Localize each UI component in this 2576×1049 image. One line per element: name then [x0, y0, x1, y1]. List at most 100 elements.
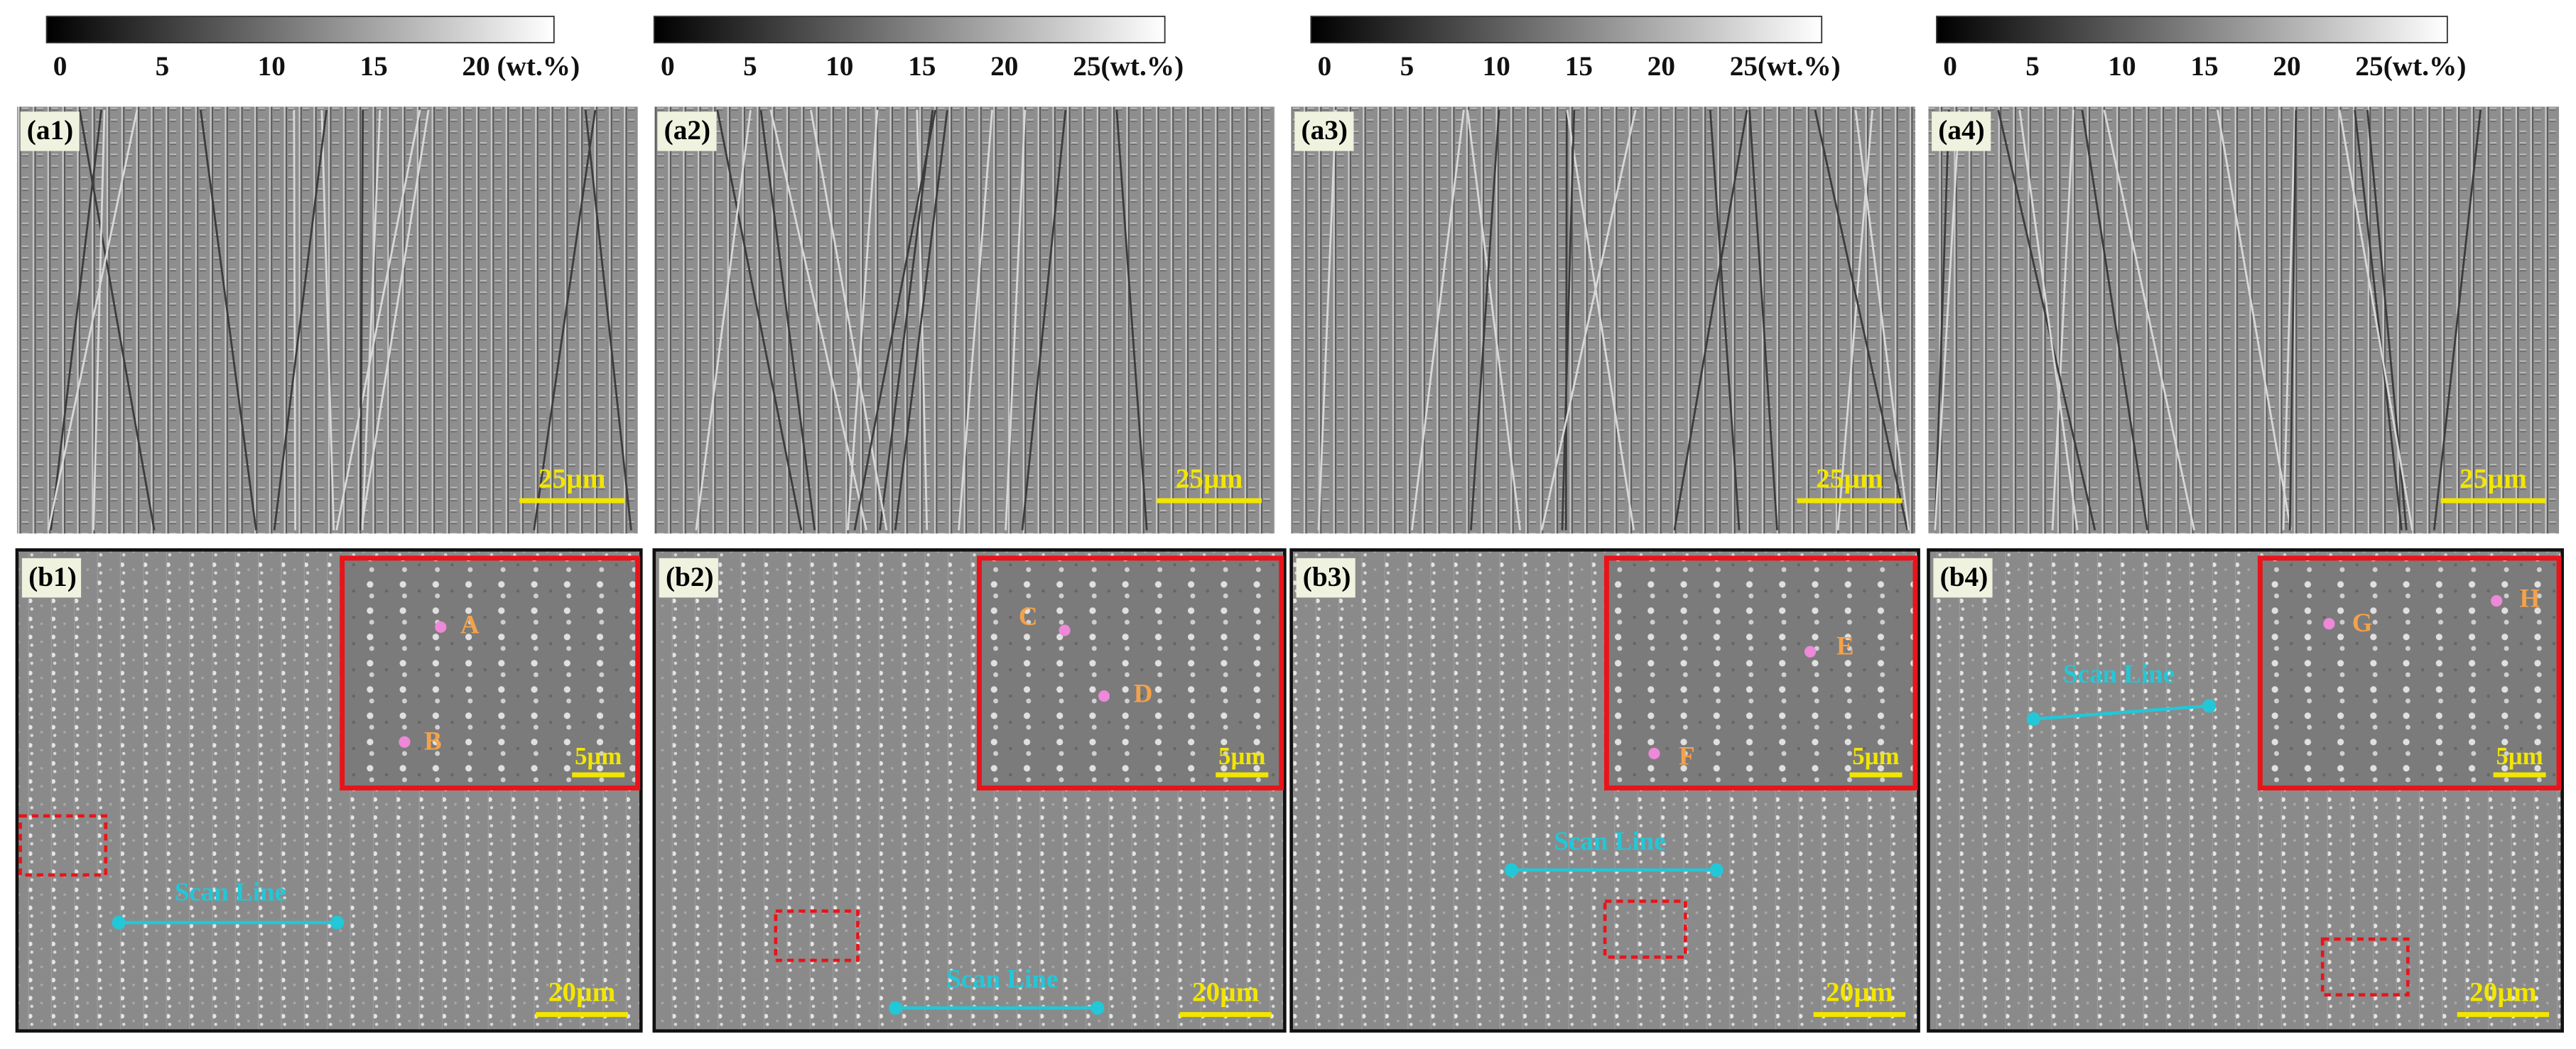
dendrite	[1934, 109, 1961, 531]
scan-line-label: Scan Line	[2063, 659, 2175, 688]
dendrite	[846, 109, 879, 531]
dendrite	[716, 109, 803, 531]
dendrite	[1836, 109, 1873, 531]
colorbar-tick-label: 10	[826, 51, 853, 82]
dendrite	[2338, 109, 2414, 531]
dendrite	[769, 109, 867, 531]
label-box	[1932, 112, 1991, 151]
colorbar-tick-label: 0	[53, 51, 67, 82]
dendrite	[359, 109, 430, 531]
dendrite	[1934, 109, 1950, 531]
scan-line-label: Scan Line	[1554, 827, 1665, 856]
colorbar-tick-label: 5	[2025, 51, 2040, 82]
point-label: A	[460, 609, 480, 638]
colorbar-tick-label: 0	[1318, 51, 1332, 82]
inset	[2257, 555, 2562, 790]
dendrite	[695, 109, 752, 531]
scale-bar-label: 20µm	[2469, 977, 2537, 1008]
dendrite	[1673, 109, 1748, 531]
dendrite	[1566, 109, 1635, 531]
panel-label: (a1)	[27, 115, 73, 146]
label-box	[20, 112, 80, 151]
micrograph	[1928, 107, 2560, 534]
dendrite	[2051, 109, 2074, 531]
label-box	[657, 112, 717, 151]
dendrite	[1540, 109, 1637, 531]
dendrite	[1021, 109, 1067, 531]
dendrite	[335, 109, 421, 531]
region-box	[1603, 899, 1687, 959]
dendrite	[359, 109, 364, 531]
label-box	[1294, 112, 1354, 151]
dendrite	[584, 109, 632, 531]
point-marker	[1098, 690, 1110, 702]
dendrite	[92, 109, 106, 531]
dendrite	[2217, 109, 2293, 531]
dendrite	[47, 109, 139, 531]
point-marker	[435, 621, 447, 634]
region-box	[18, 814, 108, 877]
dendrite	[1317, 109, 1337, 531]
colorbar	[45, 16, 555, 44]
colorbar-tick-label: 0	[661, 51, 675, 82]
colorbar-tick-label: 5	[1400, 51, 1414, 82]
scale-bar-label: 20µm	[1826, 977, 1893, 1008]
dendrite	[1854, 109, 1910, 531]
colorbar-tick-label: 25(wt.%)	[1730, 51, 1841, 82]
dendrite	[894, 109, 948, 531]
scale-bar-label: 25µm	[1176, 463, 1243, 494]
colorbar-tick-label: 5	[743, 51, 757, 82]
dendrite	[879, 109, 934, 531]
scan-line-label: Scan Line	[946, 964, 1058, 994]
dendrite	[2081, 109, 2148, 531]
point-label: C	[1019, 602, 1038, 631]
point-label: B	[424, 727, 442, 756]
colorbar-tick-label: 15	[2190, 51, 2218, 82]
dendrite	[1997, 109, 2096, 531]
panel-label: (a3)	[1301, 115, 1347, 146]
dendrite	[759, 109, 816, 531]
colorbar-tick-label: 25(wt.%)	[2355, 51, 2466, 82]
colorbar-tick-label: 20	[1647, 51, 1675, 82]
point-label: F	[1679, 741, 1695, 770]
label-box	[1296, 558, 1355, 598]
panel-label: (b2)	[666, 562, 714, 592]
colorbar	[1310, 16, 1823, 44]
point-marker	[1804, 646, 1817, 658]
colorbar	[653, 16, 1166, 44]
scale-bar-label: 25µm	[1816, 463, 1883, 494]
label-box	[659, 558, 718, 598]
point-marker	[2491, 594, 2503, 607]
point-label: G	[2352, 608, 2373, 637]
point-marker	[2323, 618, 2335, 630]
label-box	[1933, 558, 1993, 598]
dendrite	[810, 109, 888, 531]
scale-bar-label: 20µm	[548, 977, 616, 1008]
dendrite	[1411, 109, 1465, 531]
scan-line-label: Scan Line	[175, 877, 286, 906]
scale-bar-label: 20µm	[1192, 977, 1260, 1008]
dendrite	[1005, 109, 1027, 531]
colorbar-tick-label: 15	[359, 51, 387, 82]
inset	[340, 555, 641, 790]
scale-bar-label: 25µm	[2459, 463, 2527, 494]
dendrite	[2432, 109, 2482, 531]
dendrite	[1470, 109, 1500, 531]
point-label: H	[2520, 583, 2540, 612]
dendrite	[1115, 109, 1148, 531]
point-label: D	[1134, 679, 1153, 708]
inset-scale-label: 5µm	[2496, 743, 2543, 770]
dendrite	[200, 109, 257, 531]
colorbar-tick-label: 10	[258, 51, 286, 82]
micrograph	[1291, 107, 1915, 534]
dendrite	[361, 109, 381, 531]
panel-label: (b1)	[28, 562, 77, 592]
inset-scale-label: 5µm	[1218, 743, 1265, 770]
colorbar-tick-label: 10	[2108, 51, 2136, 82]
dendrite	[1466, 109, 1522, 531]
colorbar-tick-label: 15	[908, 51, 936, 82]
region-box	[2320, 937, 2410, 997]
dendrite	[1814, 109, 1909, 531]
point-marker	[1648, 747, 1660, 760]
